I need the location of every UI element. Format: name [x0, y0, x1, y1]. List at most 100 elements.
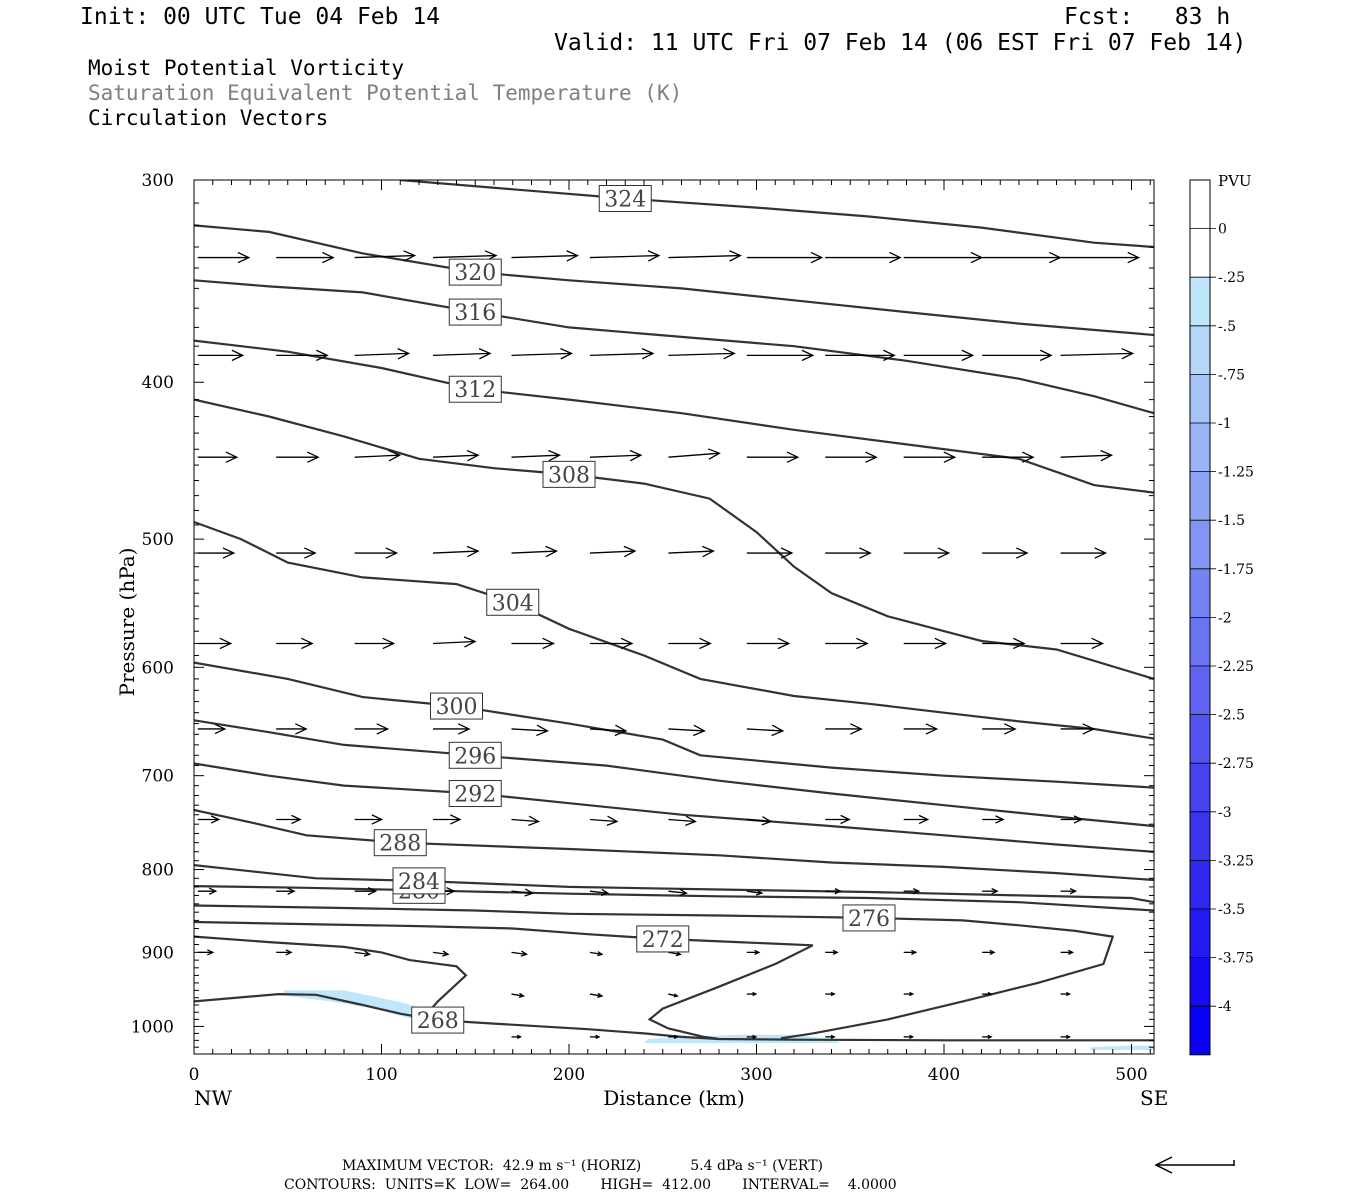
plot-frame	[193, 179, 1155, 1055]
vector-head	[989, 949, 996, 955]
vector-head	[291, 814, 302, 825]
vector-shaft	[433, 640, 476, 645]
y-axis-label: Pressure (hPa)	[115, 548, 139, 697]
reference-vector-arrow-icon	[1154, 1156, 1235, 1174]
vector-head	[729, 250, 742, 262]
x-tick-label: 400	[928, 1065, 960, 1085]
x-end-label-left: NW	[194, 1086, 233, 1110]
vector-head	[295, 723, 308, 735]
vector-head	[834, 888, 842, 895]
colorbar-swatch	[1190, 811, 1210, 861]
vector-shaft	[668, 254, 741, 259]
vector-shaft	[433, 352, 491, 357]
contour-label-box	[448, 780, 502, 808]
contour-label: 304	[492, 591, 534, 616]
vector-shaft	[668, 818, 696, 823]
vector-head	[545, 545, 559, 558]
vector-head	[641, 348, 655, 360]
vector-head	[1066, 1034, 1072, 1040]
vector-head	[754, 949, 761, 955]
vector-head	[322, 251, 335, 264]
colorbar-tick-label: -1.75	[1218, 562, 1254, 578]
contour-label: 268	[417, 1009, 459, 1034]
vector-head	[301, 637, 314, 650]
vector-head	[542, 637, 556, 650]
vector-head	[528, 815, 541, 826]
contour-308-11	[194, 398, 1154, 680]
vector-head	[1003, 723, 1017, 735]
vector-head	[388, 449, 402, 462]
colorbar-tick-label: -2.25	[1218, 659, 1254, 675]
colorbar-tick-label: -.5	[1218, 319, 1236, 335]
contour-label: 300	[436, 695, 478, 720]
vector-shaft	[668, 550, 714, 554]
vector-head	[1048, 251, 1062, 264]
vector-head	[987, 1034, 993, 1040]
field-label-mpv: Moist Potential Vorticity	[88, 56, 405, 80]
vector-shaft	[511, 818, 539, 823]
vector-shaft	[433, 254, 497, 259]
vector-head	[970, 251, 984, 264]
vector-head	[786, 451, 800, 463]
vector-head	[446, 887, 456, 896]
vector-head	[840, 814, 851, 825]
init-time: Init: 00 UTC Tue 04 Feb 14	[80, 4, 441, 30]
vector-head	[1094, 547, 1108, 559]
vector-head	[316, 349, 329, 362]
vector-head	[466, 449, 480, 462]
vector-head	[707, 448, 721, 460]
vector-head	[442, 950, 450, 957]
contour-label: 320	[454, 261, 496, 286]
vector-head	[237, 251, 251, 264]
vector-head	[702, 545, 715, 558]
colorbar-swatch	[1190, 763, 1210, 812]
contour-label: 276	[848, 907, 890, 932]
vector-head	[304, 547, 317, 559]
y-tick-label: 300	[142, 171, 174, 191]
vector-head	[912, 888, 921, 895]
vector-head	[673, 993, 679, 998]
vector-head	[1127, 251, 1141, 264]
vector-head	[403, 250, 417, 262]
vector-head	[214, 723, 227, 735]
colorbar-tick-label: -3.5	[1218, 902, 1245, 918]
vector-head	[693, 724, 706, 737]
vector-head	[219, 637, 233, 650]
vector-head	[363, 950, 372, 957]
contour-272-2	[194, 920, 814, 1041]
contour-label: 324	[604, 188, 646, 213]
field-label-vectors: Circulation Vectors	[88, 106, 329, 130]
vector-shaft	[668, 951, 681, 955]
contour-316-13	[194, 279, 1154, 415]
circulation-vectors	[197, 250, 1141, 1040]
x-axis-label: Distance (km)	[603, 1086, 745, 1110]
colorbar-swatch	[1190, 228, 1210, 278]
colorbar-swatch	[1190, 957, 1210, 1007]
vector-shaft	[668, 352, 735, 357]
contour-label-box	[842, 904, 896, 932]
contour-284-5	[194, 864, 1154, 904]
vector-shaft	[354, 352, 409, 357]
vector-head	[830, 991, 836, 997]
axes: 300 400 500 600 700 800 900 1000 0 100 200 300 400 50…	[131, 171, 1154, 1085]
vector-shaft	[511, 352, 572, 357]
field-label-theta-es: Saturation Equivalent Potential Temperat…	[88, 81, 683, 105]
pv-region-2	[1090, 1045, 1154, 1050]
vector-shaft	[1060, 352, 1133, 357]
vector-head	[647, 250, 661, 262]
vector-head	[991, 888, 999, 895]
vector-shaft	[354, 254, 415, 259]
colorbar-tick-label: -2.5	[1218, 708, 1245, 724]
colorbar-swatch	[1190, 714, 1210, 764]
contour-label-box	[392, 867, 446, 895]
colorbar-swatch	[1190, 471, 1210, 521]
vector-shaft	[511, 951, 527, 955]
vector-head	[1121, 347, 1135, 360]
vector-shaft	[589, 728, 626, 732]
contour-label-box	[448, 741, 502, 769]
colorbar-tick-label: -1.5	[1218, 513, 1245, 529]
vector-head	[597, 951, 604, 957]
vector-shaft	[511, 454, 560, 458]
x-tick-label: 200	[553, 1065, 585, 1085]
vector-head	[222, 547, 236, 559]
